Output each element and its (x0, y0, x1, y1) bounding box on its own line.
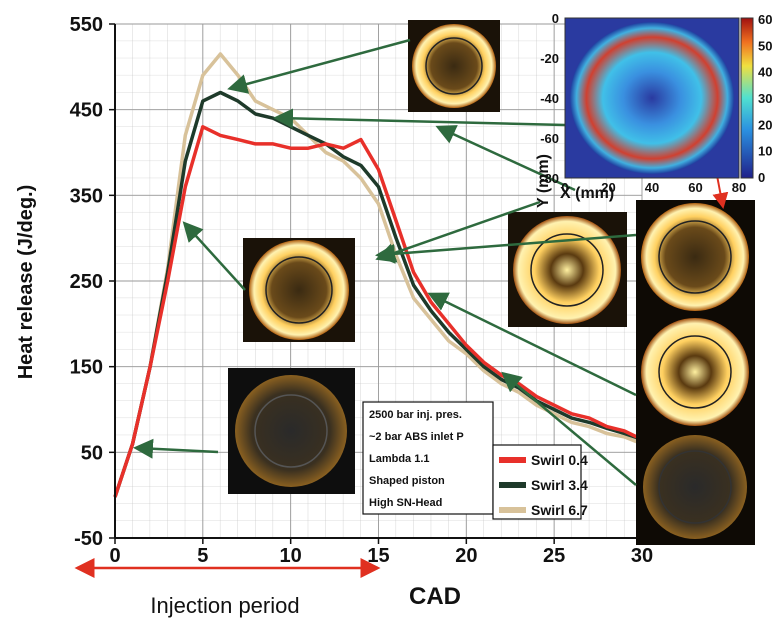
inset-y-tick-label: -60 (540, 131, 559, 146)
x-tick-label: 0 (109, 545, 120, 567)
annotation-line: ~2 bar ABS inlet P (369, 431, 464, 443)
inset-x-label: X (mm) (560, 185, 614, 202)
x-tick-label: 30 (631, 545, 653, 567)
colorbar-tick-label: 10 (758, 144, 772, 159)
inset-y-tick-label: -40 (540, 91, 559, 106)
y-tick-label: 250 (70, 271, 103, 293)
y-tick-label: 550 (70, 14, 103, 36)
annotation-line: 2500 bar inj. pres. (369, 409, 462, 421)
annotation-line: Shaped piston (369, 475, 445, 487)
inset-y-label: Y (mm) (535, 154, 552, 208)
period-label: Injection period (150, 593, 299, 618)
inset-x-tick-label: 60 (688, 180, 702, 195)
legend-label: Swirl 0.4 (531, 452, 588, 468)
legend-label: Swirl 3.4 (531, 477, 588, 493)
inset-y-tick-label: -20 (540, 51, 559, 66)
chart: -50 50 150 250 350 450 550 0 5 10 15 20 25 30 0 20 40 60… (0, 0, 780, 626)
x-tick-label: 20 (455, 545, 477, 567)
y-tick-label: 150 (70, 357, 103, 379)
y-axis-label: Heat release (J/deg.) (15, 185, 37, 380)
inset-x-tick-label: 40 (645, 180, 659, 195)
y-tick-label: 450 (70, 100, 103, 122)
colorbar-tick-label: 20 (758, 117, 772, 132)
x-tick-label: 15 (367, 545, 389, 567)
colorbar-tick-label: 0 (758, 170, 765, 185)
inset-x-tick-label: 80 (732, 180, 746, 195)
y-tick-label: 50 (81, 442, 103, 464)
colorbar-tick-label: 50 (758, 38, 772, 53)
annotation-line: Lambda 1.1 (369, 453, 430, 465)
colorbar-tick-label: 40 (758, 65, 772, 80)
colorbar-tick-label: 30 (758, 91, 772, 106)
y-tick-label: 350 (70, 185, 103, 207)
x-axis-label: CAD (409, 583, 461, 610)
y-tick-label: -50 (74, 528, 103, 550)
inset-y-tick-label: 0 (552, 11, 559, 26)
x-tick-label: 10 (280, 545, 302, 567)
legend-label: Swirl 6.7 (531, 502, 588, 518)
x-tick-label: 5 (197, 545, 208, 567)
heatmap-inset (565, 18, 753, 178)
colorbar-tick-label: 60 (758, 12, 772, 27)
annotation-line: High SN-Head (369, 497, 442, 509)
x-tick-label: 25 (543, 545, 565, 567)
